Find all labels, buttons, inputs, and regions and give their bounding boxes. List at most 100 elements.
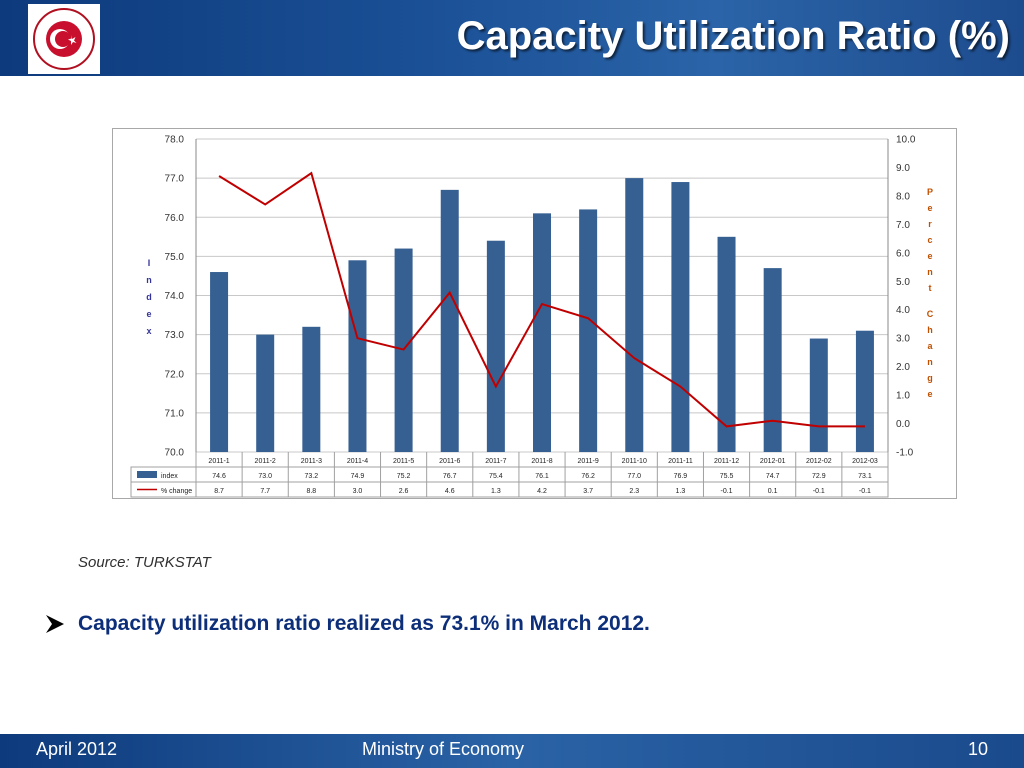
legend-bar-swatch	[137, 471, 157, 478]
footer-bar: April 2012 Ministry of Economy 10	[0, 734, 1024, 768]
x-tick-label: 2011-6	[439, 458, 460, 465]
table-cell: 76.7	[443, 473, 457, 480]
capacity-chart: 70.0 71.0 72.0 73.0 74.0 75.0 76.0 77.0 78.0 -1.0…	[130, 135, 934, 498]
table-cell: 75.5	[720, 473, 734, 480]
left-axis-tick: 71.0	[165, 408, 185, 419]
x-tick-label: 2011-10	[622, 458, 647, 465]
table-cell: 4.2	[537, 488, 547, 495]
right-axis-label-letter: e	[927, 389, 932, 399]
left-axis-tick: 78.0	[165, 135, 185, 146]
bar	[579, 209, 598, 452]
page-number: 10	[967, 739, 988, 759]
left-axis-tick: 75.0	[165, 252, 185, 263]
right-axis-tick: 2.0	[896, 362, 910, 373]
right-axis-tick: 1.0	[896, 391, 910, 402]
right-axis-label-letter: n	[927, 267, 933, 277]
bar	[855, 330, 874, 452]
x-tick-label: 2011-2	[255, 458, 276, 465]
x-tick-label: 2011-1	[208, 458, 229, 465]
arrow-bullet-icon	[46, 615, 64, 633]
table-cell: 74.7	[766, 473, 780, 480]
bar	[625, 178, 644, 452]
table-cell: 7.7	[260, 488, 270, 495]
left-axis-tick: 77.0	[165, 174, 185, 185]
table-cell: 76.9	[674, 473, 688, 480]
x-tick-label: 2011-11	[668, 458, 693, 465]
bar	[671, 182, 690, 452]
left-axis-tick: 74.0	[165, 291, 185, 302]
bar	[763, 268, 782, 452]
table-cell: 75.2	[397, 473, 411, 480]
table-cell: 4.6	[445, 488, 455, 495]
footer-date: April 2012	[36, 739, 118, 759]
table-cell: 73.0	[258, 473, 272, 480]
left-axis-label-letter: I	[148, 258, 151, 268]
page-title: Capacity Utilization Ratio (%)	[456, 14, 1010, 58]
table-cell: 3.0	[353, 488, 363, 495]
left-axis-label-letter: n	[146, 275, 152, 285]
right-axis-tick: 0.0	[896, 419, 910, 430]
right-axis-label-letter: h	[927, 325, 933, 335]
table-cell: 1.3	[676, 488, 686, 495]
x-tick-label: 2011-8	[531, 458, 552, 465]
right-axis-label-letter: P	[927, 187, 933, 197]
ministry-logo	[28, 4, 100, 74]
bar	[533, 213, 551, 452]
table-cell: 1.3	[491, 488, 501, 495]
x-tick-label: 2012-01	[760, 458, 786, 465]
bar	[717, 236, 736, 452]
x-tick-label: 2011-5	[393, 458, 414, 465]
table-cell: 8.7	[214, 488, 224, 495]
table-cell: 2.6	[399, 488, 409, 495]
header-bar: Capacity Utilization Ratio (%)	[0, 0, 1024, 76]
source-note: Source: TURKSTAT	[78, 554, 211, 571]
right-axis-tick: 5.0	[896, 277, 910, 288]
right-axis-tick: -1.0	[896, 448, 914, 459]
bar	[256, 334, 275, 452]
table-cell: 3.7	[583, 488, 593, 495]
right-axis-label-letter: a	[927, 341, 933, 351]
bar	[486, 240, 505, 452]
footer-org: Ministry of Economy	[362, 739, 525, 759]
x-tick-label: 2012-03	[852, 458, 878, 465]
table-cell: 75.4	[489, 473, 503, 480]
legend-label: % change	[161, 488, 192, 495]
table-cell: -0.1	[813, 488, 825, 495]
x-tick-label: 2011-4	[347, 458, 368, 465]
bar	[210, 272, 229, 452]
right-axis-label-letter: t	[929, 283, 932, 293]
table-cell: 8.8	[306, 488, 316, 495]
change-line	[218, 171, 865, 428]
bar	[302, 326, 321, 452]
right-axis-tick: 9.0	[896, 163, 910, 174]
table-cell: 76.1	[535, 473, 549, 480]
bar	[348, 260, 367, 452]
table-cell: 77.0	[627, 473, 641, 480]
x-tick-label: 2011-9	[577, 458, 598, 465]
left-axis-tick: 73.0	[165, 330, 185, 341]
left-axis-tick: 76.0	[165, 213, 185, 224]
right-axis-label-letter: n	[927, 357, 933, 367]
right-axis-tick: 4.0	[896, 305, 910, 316]
chart-frame: 70.0 71.0 72.0 73.0 74.0 75.0 76.0 77.0 78.0 -1.0…	[112, 128, 957, 499]
left-axis-tick: 70.0	[165, 448, 185, 459]
table-cell: 73.2	[305, 473, 319, 480]
right-axis-tick: 3.0	[896, 334, 910, 345]
table-cell: -0.1	[721, 488, 733, 495]
right-axis-label-letter: e	[927, 251, 932, 261]
left-axis-tick: 72.0	[165, 369, 185, 380]
left-axis-label-letter: x	[146, 326, 151, 336]
table-cell: 2.3	[629, 488, 639, 495]
table-cell: 0.1	[768, 488, 778, 495]
bar	[440, 189, 459, 453]
legend-label: index	[161, 473, 178, 480]
right-axis-label-letter: e	[927, 203, 932, 213]
bullet-row: Capacity utilization ratio realized as 7…	[44, 612, 650, 636]
table-cell: -0.1	[859, 488, 871, 495]
x-tick-label: 2011-3	[301, 458, 322, 465]
x-tick-label: 2011-12	[714, 458, 739, 465]
right-axis-tick: 7.0	[896, 220, 910, 231]
right-axis-label-letter: c	[927, 235, 932, 245]
x-tick-label: 2012-02	[806, 458, 832, 465]
right-axis-label-letter: r	[928, 219, 932, 229]
